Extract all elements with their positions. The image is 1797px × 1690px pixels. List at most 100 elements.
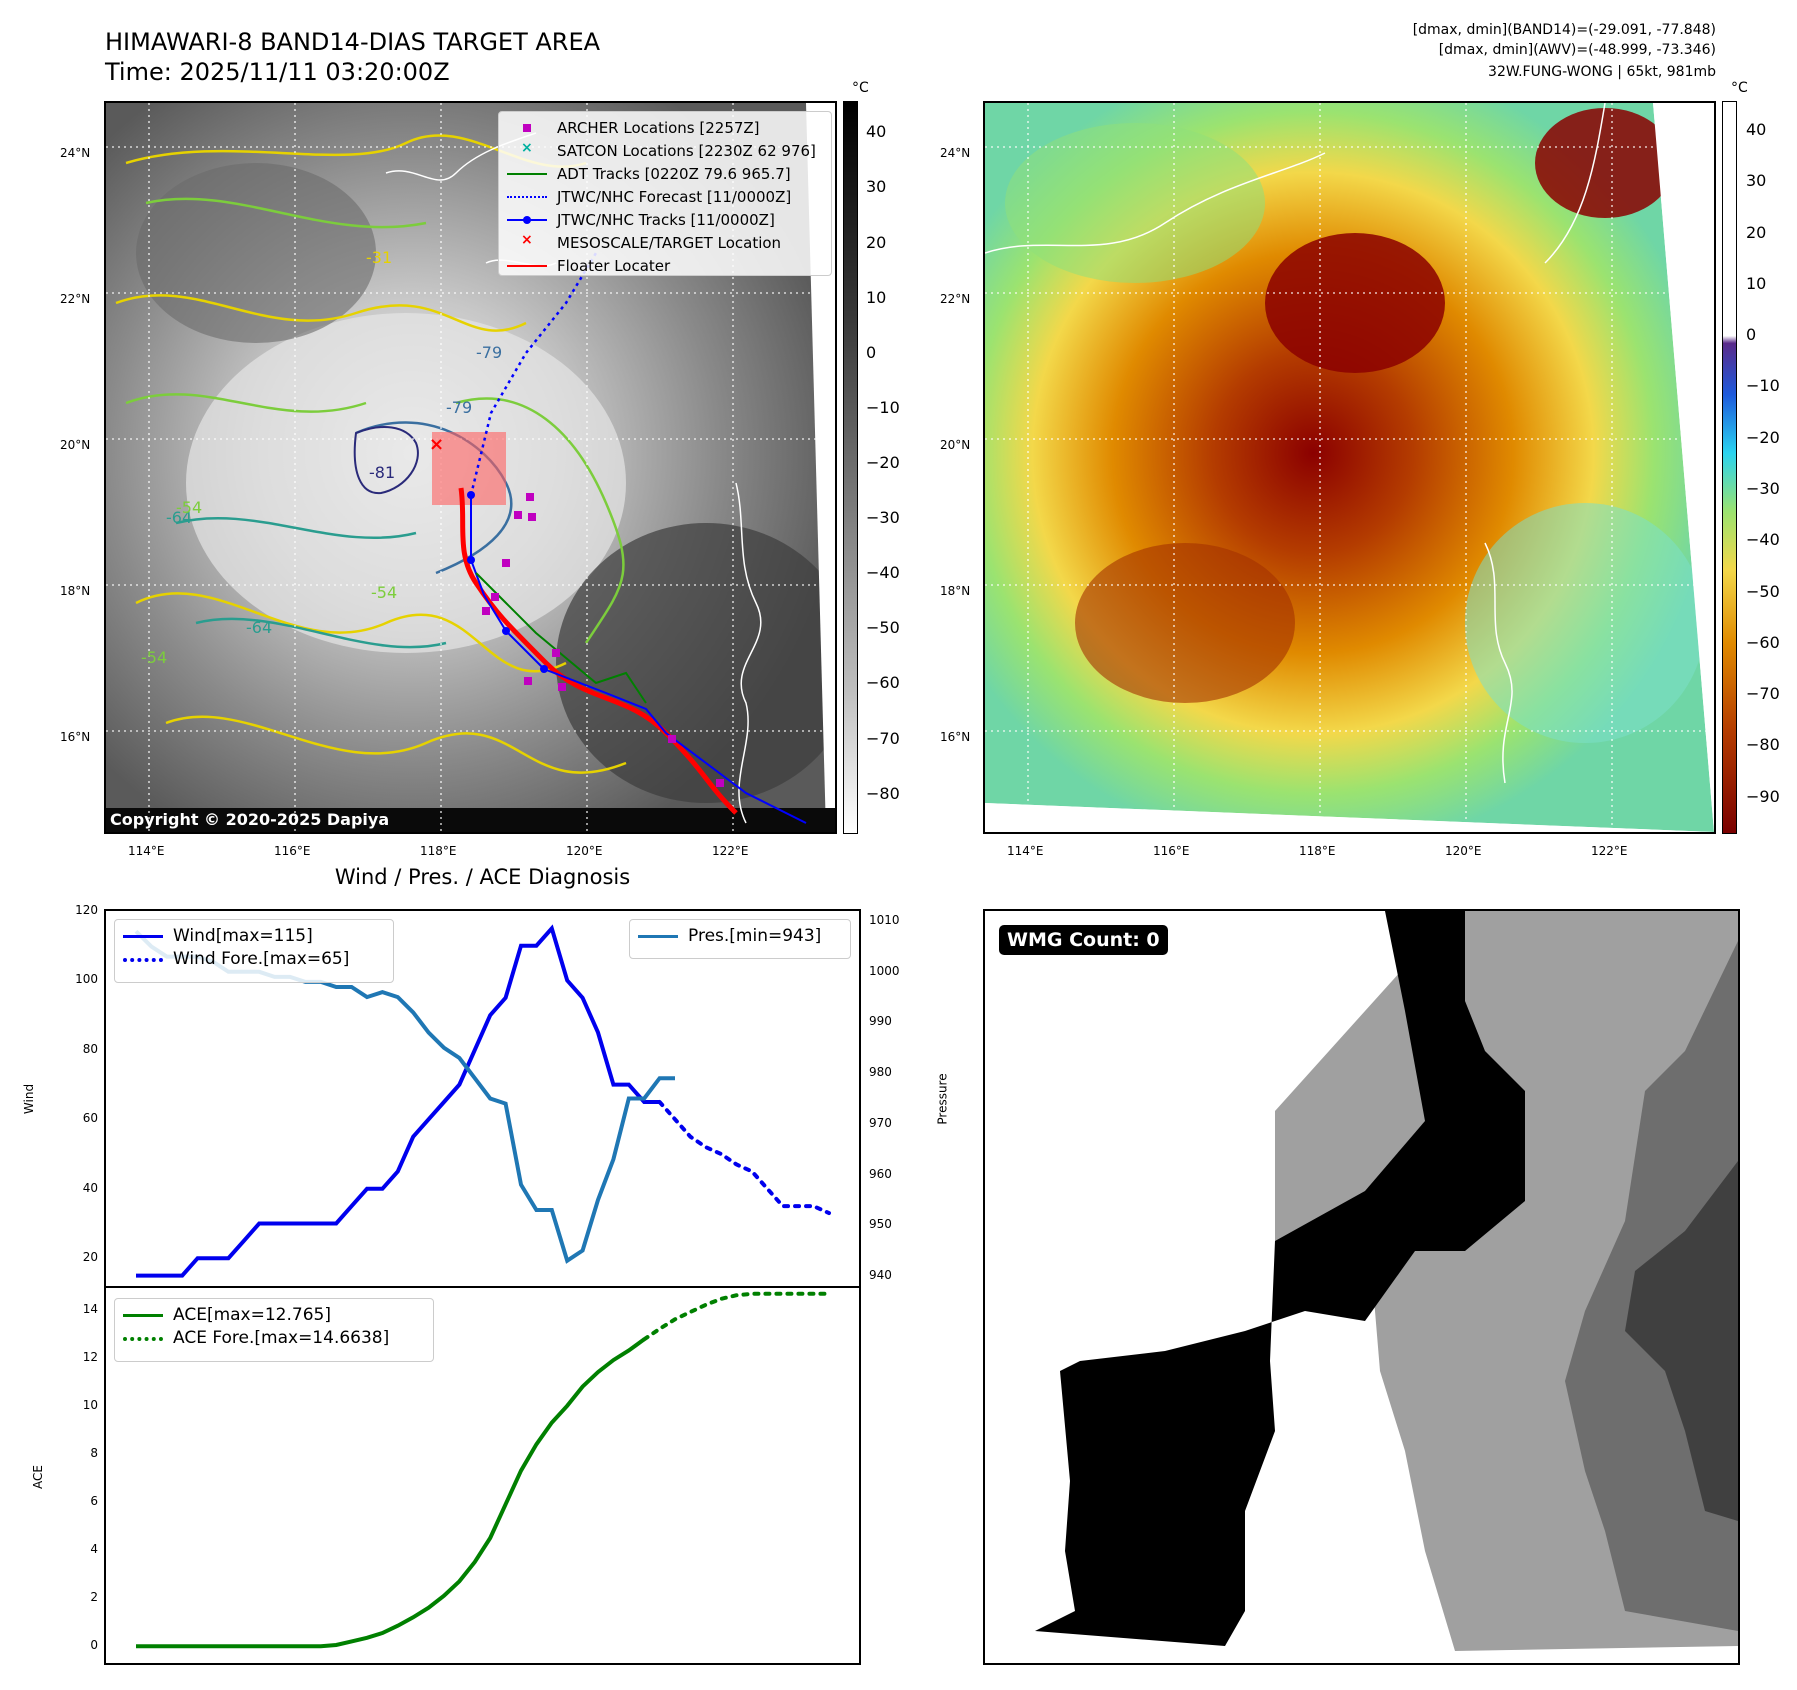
lat-label: 20°N [940,438,971,452]
wind-series-line [136,924,660,1278]
ace-svg [136,1291,831,1649]
colorbar-tick-label: −30 [866,508,900,528]
wind-pressure-plot: Wind[max=115] Wind Fore.[max=65] Pres.[m… [104,909,861,1288]
y-tick-label: 12 [82,1349,98,1364]
y-tick-label: 80 [82,1041,98,1056]
colorbar-tick-label: 10 [866,287,887,307]
copyright-text: Copyright © 2020-2025 Dapiya [110,810,390,829]
legend-label: ACE Fore.[max=14.6638] [173,1327,390,1348]
legend-item: ACE Fore.[max=14.6638] [123,1326,425,1349]
colorbar-tick-label: −40 [1746,530,1780,550]
colorbar-tick-label: 30 [1746,171,1767,191]
stats-line2: [dmax, dmin](AWV)=(-48.999, -73.346) [1438,42,1716,58]
colorbar-tick-label: −30 [1746,479,1780,498]
y-tick-label: 1000 [869,963,900,978]
contour-label: -31 [366,248,392,267]
colorbar-tick-label: 30 [866,177,887,197]
y-axis-label-pressure: Pressure [935,1073,950,1125]
map-legend: ARCHER Locations [2257Z] × SATCON Locatio… [498,111,832,276]
y-tick-label: 40 [82,1180,98,1195]
legend-item: JTWC/NHC Forecast [11/0000Z] [507,185,823,208]
y-tick-label: 20 [82,1250,98,1265]
ir-map-panel: × -81 -79 -79 -64 -64 -54 -54 -54 -31 Co… [104,101,837,834]
contour-label: -79 [476,343,502,362]
legend-label: ACE[max=12.765] [173,1304,331,1325]
y-tick-label: 14 [82,1301,98,1316]
wmg-image [985,911,1738,1663]
colorbar-unit-right: °C [1731,80,1748,96]
wind-legend: Wind[max=115] Wind Fore.[max=65] [114,919,394,983]
y-tick-label: 1010 [869,913,900,928]
colorbar-tick-label: −70 [1746,684,1780,704]
lon-label: 118°E [1299,844,1336,858]
lat-label: 22°N [940,292,971,306]
legend-label: ADT Tracks [0220Z 79.6 965.7] [557,164,791,183]
lon-label: 122°E [712,844,749,858]
ace-forecast-series-line [642,1291,831,1342]
lon-label: 116°E [274,844,311,858]
lat-label: 24°N [60,146,91,160]
y-tick-label: 980 [869,1065,892,1080]
y-tick-label: 10 [82,1397,98,1412]
legend-item: Wind[max=115] [123,924,385,947]
colorbar-tick-label: 40 [866,122,887,142]
legend-label: Floater Locater [557,256,671,275]
y-tick-label: 990 [869,1014,892,1029]
legend-item: × MESOSCALE/TARGET Location [521,231,782,252]
legend-label: ARCHER Locations [2257Z] [557,118,760,137]
legend-label: SATCON Locations [2230Z 62 976] [557,141,816,160]
y-tick-label: 4 [90,1542,98,1557]
wind-forecast-series-line [657,1100,831,1216]
lat-label: 18°N [940,584,971,598]
contour-label: -79 [446,398,472,417]
colorbar-tick-label: −50 [1746,581,1780,601]
lon-label: 120°E [566,844,603,858]
ace-plot: ACE[max=12.765] ACE Fore.[max=14.6638] [104,1286,861,1665]
colorbar-left [843,101,858,834]
colorbar-tick-label: −50 [866,618,900,638]
lat-label: 18°N [60,584,91,598]
legend-item: ARCHER Locations [2257Z] [507,116,823,139]
colorbar-tick-label: 20 [866,232,887,252]
lat-label: 22°N [60,292,91,306]
legend-item: ACE[max=12.765] [123,1303,425,1326]
y-tick-label: 2 [90,1590,98,1605]
y-tick-label: 0 [90,1638,98,1653]
contour-label: -54 [371,583,397,602]
lon-label: 116°E [1153,844,1190,858]
y-axis-label-wind: Wind [22,1083,37,1115]
colorbar-tick-label: 0 [1746,325,1757,345]
colorbar-tick-label: −10 [866,397,900,417]
colorbar-tick-label: 0 [866,342,877,362]
lon-label: 120°E [1445,844,1482,858]
stats-line1: [dmax, dmin](BAND14)=(-29.091, -77.848) [1412,22,1716,38]
lon-label: 118°E [420,844,457,858]
colorbar-tick-label: −20 [866,452,900,472]
y-tick-label: 960 [869,1166,892,1181]
colorbar-tick-label: 20 [1746,222,1767,242]
colorbar-tick-label: 10 [1746,273,1767,293]
colorbar-tick-label: −40 [866,563,900,583]
colorbar-tick-label: −80 [866,783,900,803]
lat-label: 20°N [60,438,91,452]
y-tick-label: 120 [75,903,98,917]
contour-label: -54 [176,498,202,517]
colorbar-tick-label: −10 [1746,376,1780,396]
colorbar-tick-label: −70 [866,728,900,748]
colorbar-tick-label: −60 [1746,632,1780,652]
y-axis-label-ace: ACE [30,1465,45,1489]
wmg-count-badge: WMG Count: 0 [999,925,1168,955]
ace-legend: ACE[max=12.765] ACE Fore.[max=14.6638] [114,1298,434,1362]
legend-label: JTWC/NHC Tracks [11/0000Z] [557,210,775,229]
y-tick-label: 8 [90,1445,98,1460]
colorbar-tick-label: −20 [1746,427,1780,447]
legend-label: MESOSCALE/TARGET Location [557,233,782,252]
contour-label: -64 [246,618,272,637]
enhanced-ir-image [985,103,1714,832]
contour-label: -64 [166,508,192,527]
stats-line3: 32W.FUNG-WONG | 65kt, 981mb [1488,64,1716,80]
pressure-legend: Pres.[min=943] [629,919,851,959]
wmg-panel: WMG Count: 0 [983,909,1740,1665]
contour-label: -54 [141,648,167,667]
legend-item: Floater Locater [507,254,823,277]
